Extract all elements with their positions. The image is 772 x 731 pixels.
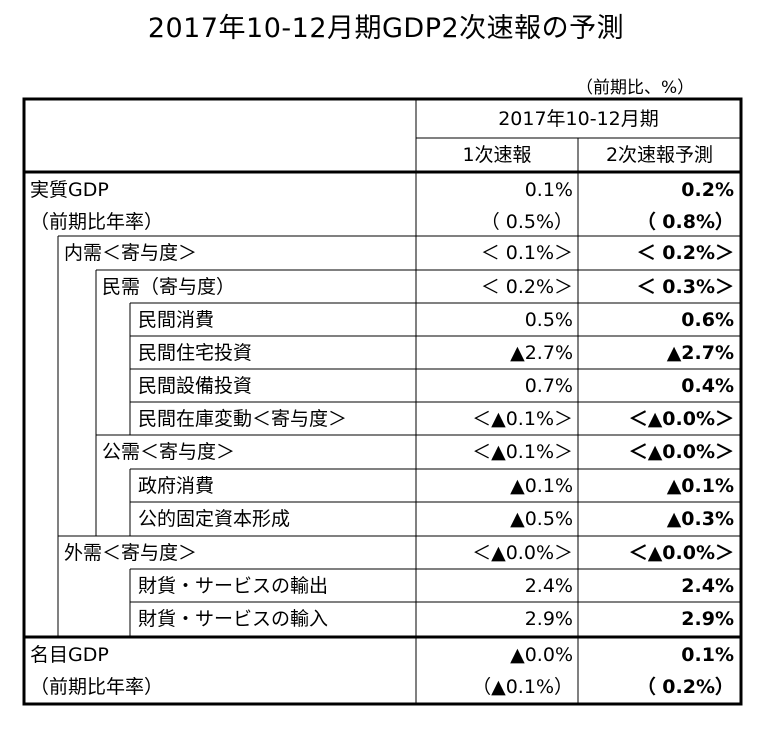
row-label-public-investment: 公的固定資本形成 [138,508,291,530]
unit-note: （前期比、%） [576,78,695,98]
row-label-nominal-annualized: （前期比年率） [30,676,164,698]
cell-second-inventory-change: ＜▲0.0%＞ [628,408,734,430]
cell-second-business-investment: 0.4% [681,375,734,397]
row-label-real-gdp: 実質GDP [30,179,109,201]
cell-first-private-consumption: 0.5% [524,309,573,331]
cell-first-exports: 2.4% [524,575,573,597]
cell-first-nominal-gdp: ▲0.0% [510,644,573,666]
row-label-residential-investment: 民間住宅投資 [138,342,253,364]
row-label-external-demand: 外需＜寄与度＞ [64,542,198,564]
cell-second-real-annualized: （ 0.8%） [636,211,734,233]
cell-second-imports: 2.9% [681,608,734,630]
cell-first-nominal-annualized: （▲0.1%） [472,676,573,698]
cell-first-domestic-demand: ＜ 0.1%＞ [480,242,573,264]
page-title: 2017年10-12月期GDP2次速報の予測 [147,13,625,44]
cell-second-government-consumption: ▲0.1% [666,475,734,497]
cell-second-exports: 2.4% [681,575,734,597]
cell-first-imports: 2.9% [524,608,573,630]
cell-first-real-annualized: （ 0.5%） [480,211,573,233]
row-label-government-consumption: 政府消費 [138,475,215,497]
header-second-estimate: 2次速報予測 [605,144,714,166]
cell-second-nominal-annualized: （ 0.2%） [636,676,734,698]
row-label-inventory-change: 民間在庫変動＜寄与度＞ [138,408,348,430]
row-label-exports: 財貨・サービスの輸出 [138,575,329,597]
row-label-imports: 財貨・サービスの輸入 [138,608,329,630]
cell-first-real-gdp: 0.1% [524,179,573,201]
cell-second-external-demand: ＜▲0.0%＞ [628,542,734,564]
row-label-private-demand: 民需（寄与度） [102,276,236,298]
cell-first-public-investment: ▲0.5% [510,508,573,530]
cell-second-private-consumption: 0.6% [681,309,734,331]
cell-second-real-gdp: 0.2% [681,179,734,201]
cell-first-external-demand: ＜▲0.0%＞ [472,542,573,564]
row-label-real-annualized: （前期比年率） [30,211,164,233]
cell-second-private-demand: ＜ 0.3%＞ [636,276,734,298]
cell-second-residential-investment: ▲2.7% [666,342,734,364]
cell-second-public-demand: ＜▲0.0%＞ [628,441,734,463]
cell-first-inventory-change: ＜▲0.1%＞ [472,408,573,430]
row-label-domestic-demand: 内需＜寄与度＞ [64,242,198,264]
cell-second-public-investment: ▲0.3% [666,508,734,530]
row-label-public-demand: 公需＜寄与度＞ [102,441,236,463]
row-label-private-consumption: 民間消費 [138,309,215,331]
cell-first-private-demand: ＜ 0.2%＞ [480,276,573,298]
header-first-estimate: 1次速報 [462,144,532,166]
cell-first-business-investment: 0.7% [524,375,573,397]
row-label-nominal-gdp: 名目GDP [30,644,109,666]
cell-second-nominal-gdp: 0.1% [681,644,734,666]
cell-first-residential-investment: ▲2.7% [510,342,573,364]
header-period: 2017年10-12月期 [498,108,659,130]
row-label-business-investment: 民間設備投資 [138,375,253,397]
cell-second-domestic-demand: ＜ 0.2%＞ [636,242,734,264]
cell-first-government-consumption: ▲0.1% [510,475,573,497]
cell-first-public-demand: ＜▲0.1%＞ [472,441,573,463]
